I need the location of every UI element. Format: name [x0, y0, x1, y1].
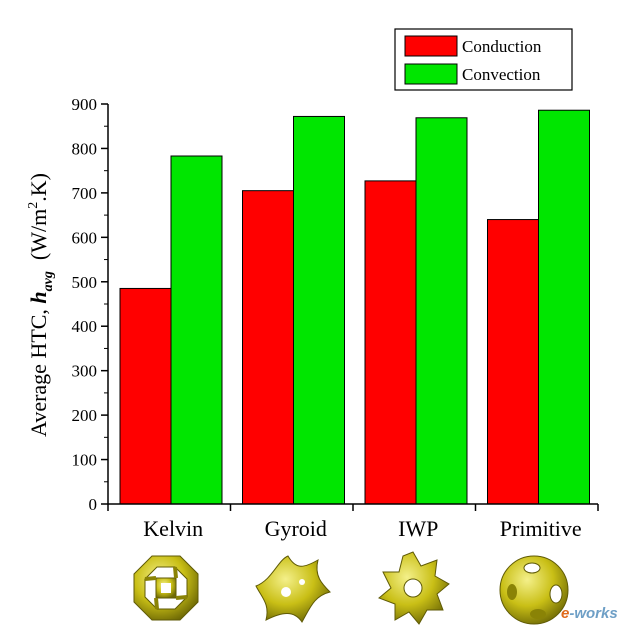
bar-conduction-gyroid — [242, 190, 294, 505]
bar-convection-primitive — [538, 109, 590, 505]
bar-conduction-kelvin — [119, 287, 172, 505]
axes-layer: 0 100 200 300 400 500 600 700 800 900 — [72, 95, 599, 514]
gyroid-cell-icon — [255, 555, 331, 623]
x-tick-label-gyroid: Gyroid — [265, 516, 327, 541]
legend-label-convection: Convection — [462, 65, 541, 84]
y-tick-label-500: 500 — [72, 273, 98, 292]
y-axis-title-unit: (W/m — [26, 209, 51, 271]
y-tick-label-400: 400 — [72, 317, 98, 336]
bar-convection-gyroid — [293, 115, 345, 505]
y-axis-title-unit-sup: 2 — [26, 202, 41, 209]
y-tick-label-100: 100 — [72, 451, 98, 470]
watermark-e: e — [561, 605, 569, 622]
y-tick-label-900: 900 — [72, 95, 98, 114]
x-tick-label-iwp: IWP — [398, 516, 438, 541]
x-tick-label-kelvin: Kelvin — [143, 516, 203, 541]
bar-conduction-iwp — [364, 180, 417, 505]
x-tick-label-primitive: Primitive — [500, 516, 582, 541]
iwp-cell-icon — [378, 551, 450, 625]
bars-layer: Kelvin Gyroid IWP Primitive — [119, 109, 590, 541]
y-axis-title-subscript: avg — [41, 271, 56, 291]
y-axis-title-symbol: h — [26, 291, 51, 303]
legend-label-conduction: Conduction — [462, 37, 542, 56]
y-axis-title-prefix: Average HTC, — [26, 304, 51, 437]
primitive-cell-icon — [499, 555, 569, 625]
legend-swatch-convection — [404, 63, 458, 85]
legend: Conduction Convection — [394, 28, 573, 91]
bar-convection-kelvin — [170, 155, 223, 505]
y-axis-title-unit-close: .K) — [26, 173, 51, 202]
legend-swatch-conduction — [404, 35, 458, 57]
kelvin-cell-icon — [133, 555, 199, 621]
y-tick-label-0: 0 — [89, 495, 98, 514]
bar-convection-iwp — [415, 117, 468, 505]
watermark: e-works — [561, 605, 618, 622]
bar-conduction-primitive — [487, 219, 539, 505]
watermark-rest: -works — [569, 605, 617, 622]
y-tick-label-200: 200 — [72, 406, 98, 425]
y-tick-label-800: 800 — [72, 139, 98, 158]
y-tick-label-700: 700 — [72, 184, 98, 203]
y-tick-label-600: 600 — [72, 228, 98, 247]
y-axis-title: Average HTC, havg (W/m2.K) — [26, 173, 56, 437]
y-tick-label-300: 300 — [72, 362, 98, 381]
